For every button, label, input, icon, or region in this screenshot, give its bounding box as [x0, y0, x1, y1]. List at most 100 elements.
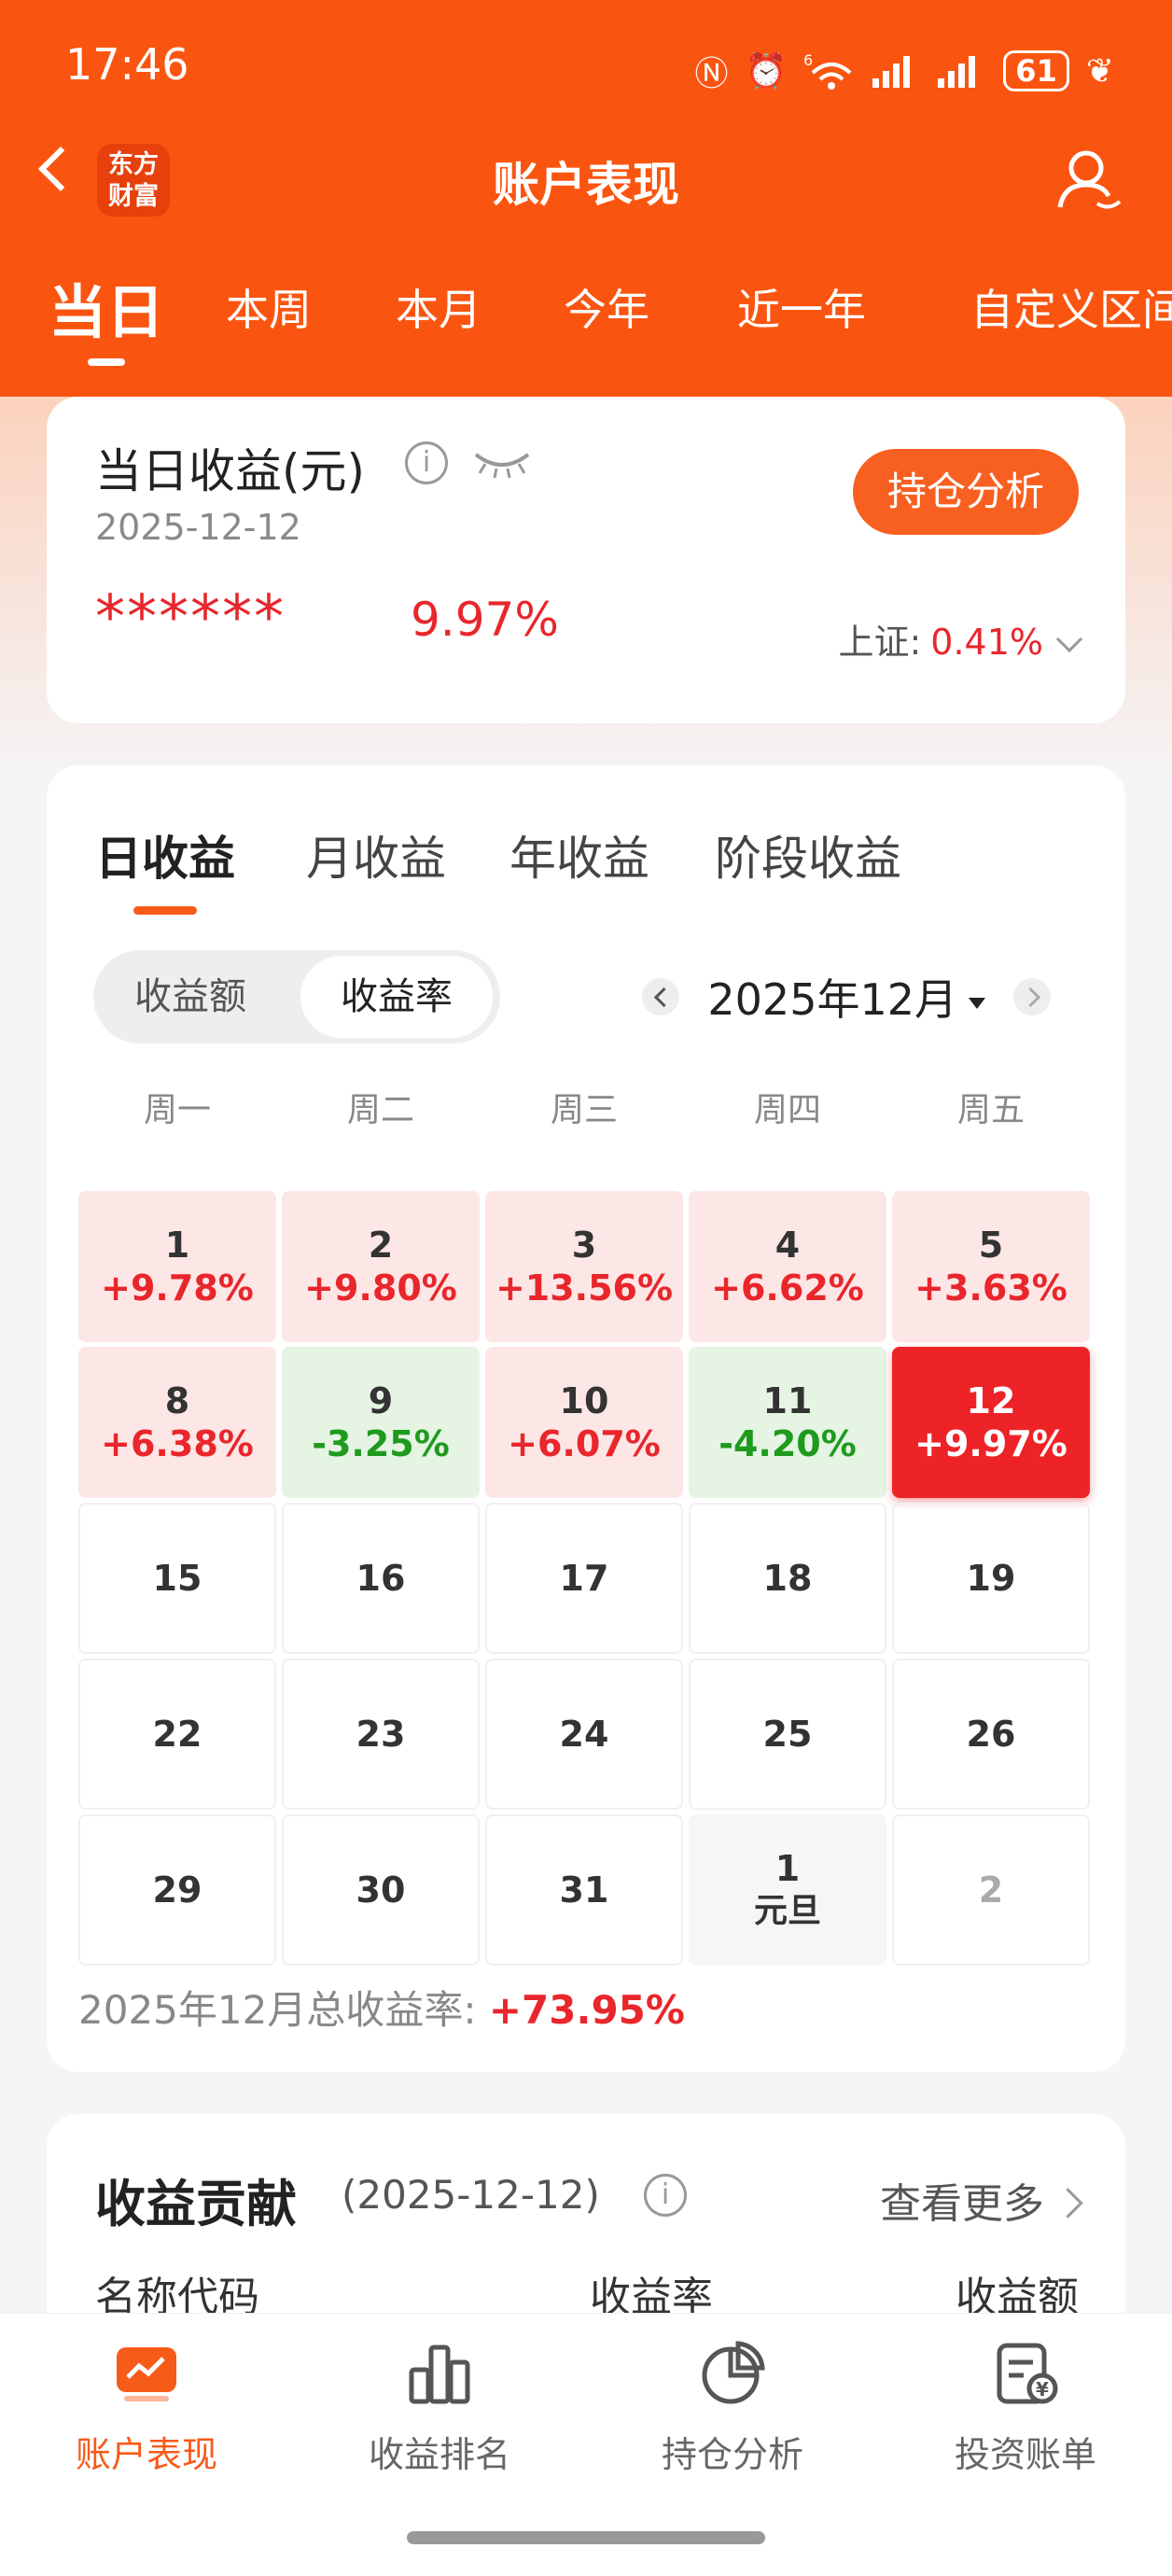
- period-tabs: 当日 本周 本月 今年 近一年 自定义区间: [0, 271, 1172, 366]
- calendar-day[interactable]: 30: [282, 1814, 480, 1966]
- day-number: 10: [559, 1380, 609, 1421]
- calendar-day[interactable]: 22: [78, 1659, 276, 1810]
- summary-date: 2025-12-12: [95, 507, 301, 548]
- home-indicator: [407, 2531, 765, 2544]
- leaf-icon: ❦: [1085, 51, 1114, 91]
- calendar-day[interactable]: 24: [485, 1659, 683, 1810]
- tab-custom[interactable]: 自定义区间: [970, 285, 1172, 335]
- returns-tabs: 日收益 月收益 年收益 阶段收益: [95, 821, 1084, 915]
- day-number: 5: [978, 1225, 1004, 1266]
- index-dropdown[interactable]: 上证: 0.41%: [838, 613, 1083, 665]
- tab-last-year[interactable]: 近一年: [737, 285, 866, 335]
- tab-week[interactable]: 本周: [226, 285, 312, 335]
- calendar-day[interactable]: 10 +6.07%: [485, 1347, 683, 1498]
- day-number: 2: [978, 1869, 1004, 1911]
- tab-period-returns[interactable]: 阶段收益: [715, 832, 901, 886]
- svg-text:¥: ¥: [1036, 2378, 1049, 2401]
- calendar-day[interactable]: 1 元旦: [689, 1814, 886, 1966]
- prev-month-icon[interactable]: [642, 978, 680, 1015]
- amount-rate-toggle: 收益额 收益率: [93, 950, 500, 1043]
- calendar-day[interactable]: 19: [892, 1503, 1090, 1654]
- calendar-day[interactable]: 3 +13.56%: [485, 1191, 683, 1342]
- next-month-icon[interactable]: [1013, 978, 1051, 1015]
- nav-returns-ranking[interactable]: 收益排名: [293, 2338, 586, 2477]
- view-more-link[interactable]: 查看更多: [880, 2170, 1079, 2230]
- holdings-analysis-button[interactable]: 持仓分析: [853, 449, 1079, 535]
- app-logo: 东方 财富: [97, 144, 170, 217]
- day-number: 15: [152, 1558, 202, 1599]
- daily-summary-card: 当日收益(元) i 2025-12-12 ****** 9.97% 持仓分析 上…: [47, 397, 1125, 723]
- day-return: +6.38%: [101, 1423, 254, 1464]
- nav-holdings-analysis[interactable]: 持仓分析: [586, 2338, 879, 2477]
- day-number: 12: [966, 1380, 1016, 1421]
- calendar-day[interactable]: 26: [892, 1659, 1090, 1810]
- holiday-label: 元旦: [753, 1892, 821, 1930]
- calendar-day[interactable]: 1 +9.78%: [78, 1191, 276, 1342]
- calendar-day[interactable]: 12 +9.97%: [892, 1347, 1090, 1498]
- calendar-day[interactable]: 29: [78, 1814, 276, 1966]
- tab-daily-returns[interactable]: 日收益: [95, 821, 235, 915]
- day-number: 17: [559, 1558, 609, 1599]
- calendar-day[interactable]: 8 +6.38%: [78, 1347, 276, 1498]
- day-number: 4: [774, 1225, 801, 1266]
- calendar-day[interactable]: 31: [485, 1814, 683, 1966]
- day-return: +6.07%: [508, 1423, 661, 1464]
- calendar-day[interactable]: 2: [892, 1814, 1090, 1966]
- tab-month[interactable]: 本月: [396, 285, 481, 335]
- nav-account-performance[interactable]: 账户表现: [0, 2338, 293, 2477]
- day-number: 24: [559, 1714, 609, 1755]
- day-number: 3: [571, 1225, 597, 1266]
- calendar-day[interactable]: 17: [485, 1503, 683, 1654]
- day-number: 30: [356, 1869, 406, 1911]
- user-icon[interactable]: [1054, 146, 1123, 215]
- tab-yearly-returns[interactable]: 年收益: [509, 832, 649, 886]
- daily-return-rate: 9.97%: [411, 593, 559, 647]
- contribution-title: 收益贡献: [95, 2175, 297, 2233]
- eye-closed-icon[interactable]: [472, 443, 532, 481]
- trend-chart-icon: [117, 2347, 176, 2401]
- calendar-day[interactable]: 23: [282, 1659, 480, 1810]
- status-time: 17:46: [65, 39, 189, 90]
- day-return: +6.62%: [711, 1267, 864, 1309]
- day-return: +9.78%: [101, 1267, 254, 1309]
- day-number: 23: [356, 1714, 406, 1755]
- calendar-day[interactable]: 15: [78, 1503, 276, 1654]
- weekday-label: 周五: [956, 1091, 1025, 1129]
- calendar-day[interactable]: 16: [282, 1503, 480, 1654]
- day-number: 31: [559, 1869, 609, 1911]
- day-number: 22: [152, 1714, 202, 1755]
- tab-year[interactable]: 今年: [564, 285, 649, 335]
- calendar-day[interactable]: 5 +3.63%: [892, 1191, 1090, 1342]
- day-number: 11: [762, 1380, 813, 1421]
- month-total: 2025年12月总收益率: +73.95%: [78, 1979, 685, 2036]
- calendar-day[interactable]: 11 -4.20%: [689, 1347, 886, 1498]
- calendar-day[interactable]: 4 +6.62%: [689, 1191, 886, 1342]
- returns-calendar-card: 日收益 月收益 年收益 阶段收益 收益额 收益率 2025年12月 周一 周二 周三…: [47, 765, 1125, 2072]
- month-selector[interactable]: 2025年12月: [707, 966, 985, 1028]
- calendar-day[interactable]: 2 +9.80%: [282, 1191, 480, 1342]
- tab-monthly-returns[interactable]: 月收益: [306, 832, 446, 886]
- toggle-amount[interactable]: 收益额: [134, 975, 246, 1018]
- bar-chart-icon: [409, 2345, 470, 2404]
- calendar-day[interactable]: 18: [689, 1503, 886, 1654]
- tab-today[interactable]: 当日: [49, 265, 164, 366]
- header-background: [0, 0, 1172, 397]
- info-icon[interactable]: i: [644, 2174, 687, 2217]
- toggle-rate[interactable]: 收益率: [300, 956, 493, 1038]
- day-number: 8: [164, 1380, 190, 1421]
- calendar-day[interactable]: 25: [689, 1659, 886, 1810]
- masked-amount: ******: [95, 583, 286, 652]
- contribution-date: (2025-12-12): [342, 2172, 600, 2218]
- nav-investment-bill[interactable]: ¥ 投资账单: [879, 2338, 1172, 2477]
- day-return: +13.56%: [495, 1267, 674, 1309]
- month-total-label: 2025年12月总收益率:: [78, 1987, 477, 2033]
- nav-bar: 东方 财富 账户表现: [0, 140, 1172, 224]
- calendar-day[interactable]: 9 -3.25%: [282, 1347, 480, 1498]
- battery-level: 61: [1003, 50, 1069, 91]
- status-bar: 17:46 Ⓝ ⏰ 6 61 ❦: [0, 35, 1172, 101]
- daily-return-label: 当日收益(元): [95, 444, 366, 498]
- day-number: 1: [774, 1848, 801, 1889]
- info-icon[interactable]: i: [405, 441, 448, 484]
- day-return: -4.20%: [719, 1423, 857, 1464]
- day-number: 2: [368, 1225, 394, 1266]
